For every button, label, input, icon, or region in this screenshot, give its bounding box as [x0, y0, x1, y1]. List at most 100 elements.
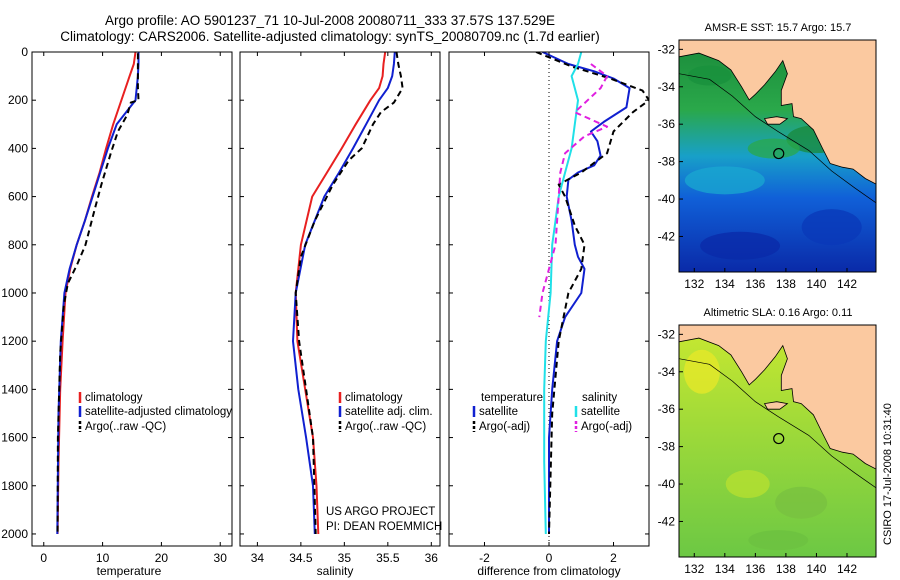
map-y-tick-label: -40	[658, 192, 676, 206]
map-x-tick-label: 140	[806, 277, 826, 291]
island	[763, 401, 789, 410]
y-tick-label: 800	[8, 238, 28, 252]
field-anomaly	[687, 65, 732, 86]
map-y-tick-label: -38	[658, 440, 676, 454]
y-tick-label: 0	[21, 45, 28, 59]
difference-x-axis-label: difference from climatology	[477, 564, 620, 578]
legend-entry: satellite adj. clim.	[345, 406, 433, 418]
project-label: US ARGO PROJECT	[326, 506, 435, 518]
y-tick-label: 400	[8, 141, 28, 155]
map-x-tick-label: 134	[715, 562, 735, 576]
map-x-tick-label: 138	[776, 277, 796, 291]
x-tick-label: 30	[214, 551, 228, 565]
legend-entry: climatology	[85, 392, 143, 404]
sla-map-title: Altimetric SLA: 0.16 Argo: 0.11	[704, 307, 853, 319]
map-y-tick-label: -36	[658, 402, 676, 416]
map-x-tick-label: 136	[745, 277, 765, 291]
map-y-tick-label: -34	[658, 365, 676, 379]
sla-map-frame	[678, 324, 877, 558]
field-anomaly	[748, 530, 809, 551]
salinity-x-axis-label: salinity	[317, 564, 354, 578]
temperature-axes-frame	[31, 51, 233, 547]
legend-entry: Argo(..raw -QC)	[85, 421, 166, 433]
salinity-panel: 34 34.5 35 35.5 36 salinity climatology satel…	[239, 51, 442, 578]
map-x-tick-label: 142	[837, 562, 857, 576]
pi-label: PI: DEAN ROEMMICH	[326, 521, 442, 533]
x-tick-label: -2	[479, 551, 490, 565]
map-x-tick-label: 140	[806, 562, 826, 576]
map-y-tick-label: -42	[658, 229, 676, 243]
map-y-tick-label: -42	[658, 514, 676, 528]
x-tick-label: 35.5	[376, 551, 400, 565]
x-tick-label: 10	[96, 551, 110, 565]
y-tick-label: 2000	[1, 527, 28, 541]
island	[763, 116, 789, 125]
sla-map-panel: Altimetric SLA: 0.16 Argo: 0.11 132 134 13…	[658, 307, 877, 576]
legend-entry: Argo(-adj)	[479, 421, 530, 433]
series-line-argo-raw-qc-	[294, 52, 404, 535]
legend-heading: salinity	[582, 392, 617, 404]
x-tick-label: 34.5	[289, 551, 313, 565]
y-tick-label: 1200	[1, 334, 28, 348]
legend-heading: temperature	[481, 392, 543, 404]
series-line-climatology	[56, 52, 137, 535]
field-anomaly	[725, 470, 770, 499]
map-y-tick-label: -34	[658, 80, 676, 94]
field-anomaly	[684, 166, 765, 195]
y-tick-label: 1000	[1, 286, 28, 300]
series-line-satellite-adjusted-climatology	[56, 52, 140, 535]
shelf-contour	[679, 358, 876, 489]
map-x-tick-label: 134	[715, 277, 735, 291]
field-anomaly	[801, 209, 862, 246]
map-y-tick-label: -38	[658, 155, 676, 169]
temperature-legend: climatology satellite-adjusted climatolog…	[78, 392, 232, 433]
series-line-argo-raw-qc-	[56, 53, 140, 535]
temperature-x-axis-label: temperature	[97, 564, 162, 578]
y-tick-label: 1600	[1, 431, 28, 445]
map-y-tick-label: -36	[658, 117, 676, 131]
map-x-tick-label: 142	[837, 277, 857, 291]
map-y-tick-label: -40	[658, 477, 676, 491]
difference-panel: -2 0 2 difference from climatology tempera…	[448, 51, 650, 578]
argo-float-marker	[773, 147, 785, 160]
salinity-legend: climatology satellite adj. clim. Argo(..ra…	[338, 392, 433, 433]
land-mass	[679, 325, 876, 470]
series-line-salinity-argo-adj-	[538, 63, 609, 318]
shelf-contour	[679, 73, 876, 204]
y-tick-label: 1800	[1, 479, 28, 493]
argo-float-marker	[773, 432, 785, 445]
field-anomaly	[700, 231, 781, 260]
series-line-satellite-adj-clim-	[292, 52, 396, 535]
legend-entry: climatology	[345, 392, 403, 404]
sst-map-panel: AMSR-E SST: 15.7 Argo: 15.7 132 134 136 138…	[658, 22, 877, 291]
map-x-tick-label: 132	[684, 562, 704, 576]
x-tick-label: 35	[338, 551, 352, 565]
x-tick-label: 2	[610, 551, 617, 565]
field-anomaly	[775, 486, 828, 519]
map-x-tick-label: 136	[745, 562, 765, 576]
legend-entry: Argo(-adj)	[581, 421, 632, 433]
map-x-tick-label: 132	[684, 277, 704, 291]
difference-legend: temperature satellite Argo(-adj) salinity sa…	[472, 392, 632, 433]
field-anomaly	[683, 349, 720, 394]
legend-entry: satellite	[581, 406, 620, 418]
y-tick-label: 600	[8, 190, 28, 204]
land-mass	[679, 40, 876, 185]
y-tick-label: 200	[8, 93, 28, 107]
map-x-tick-label: 138	[776, 562, 796, 576]
x-tick-label: 34	[251, 551, 265, 565]
x-tick-label: 0	[546, 551, 553, 565]
series-line-temperature-argo-adj-	[535, 52, 649, 535]
legend-entry: satellite-adjusted climatology	[85, 406, 232, 418]
map-y-tick-label: -32	[658, 42, 676, 56]
field-anomaly	[747, 138, 800, 159]
x-tick-label: 0	[40, 551, 47, 565]
x-tick-label: 36	[425, 551, 439, 565]
map-y-tick-label: -32	[658, 327, 676, 341]
y-tick-label: 1400	[1, 382, 28, 396]
series-line-salinity-satellite	[543, 52, 583, 535]
legend-entry: satellite	[479, 406, 518, 418]
timestamp-label: CSIRO 17-Jul-2008 10:31:40	[882, 403, 894, 545]
figure-title-line-2: Climatology: CARS2006. Satellite-adjuste…	[60, 29, 600, 44]
